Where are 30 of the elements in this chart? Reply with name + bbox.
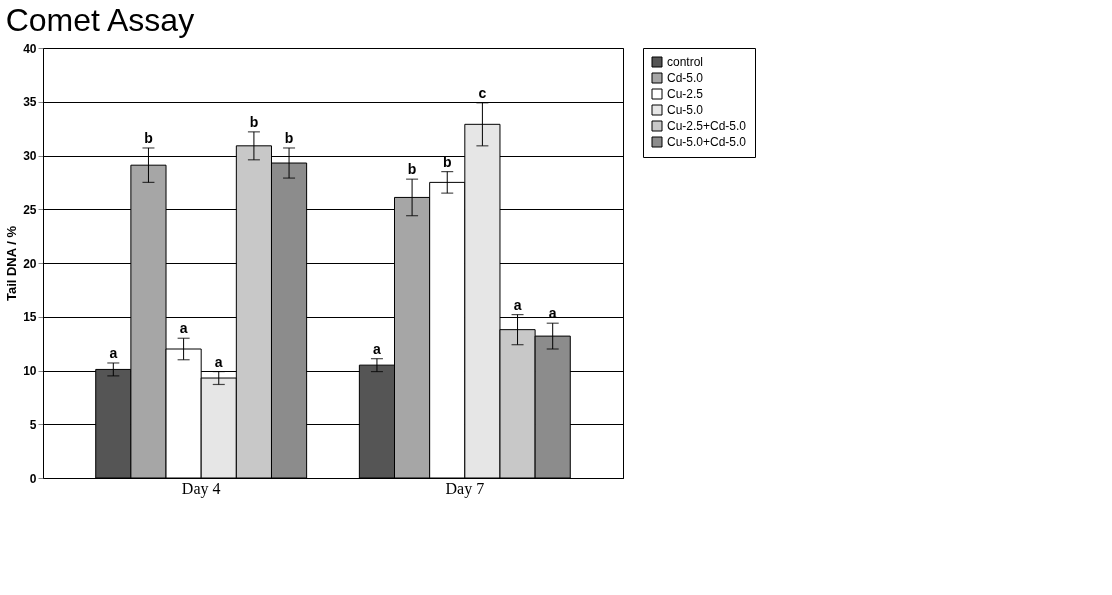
chart-title: Comet Assay xyxy=(5,2,195,38)
y-axis-title: Tail DNA / % xyxy=(4,225,20,302)
data-label: b xyxy=(442,153,452,170)
y-tick-label: 20 xyxy=(23,256,37,271)
y-tick-label: 5 xyxy=(29,417,37,432)
y-tick-label: 10 xyxy=(23,364,37,378)
data-label: a xyxy=(513,296,522,313)
legend-label: Cu-5.0+Cd-5.0 xyxy=(667,135,747,149)
legend-label: Cu-2.5 xyxy=(667,87,704,101)
data-label: a xyxy=(179,320,188,337)
data-label: b xyxy=(284,129,294,146)
y-tick-label: 30 xyxy=(23,149,37,163)
x-tick-label: Day 7 xyxy=(445,479,485,498)
data-label: b xyxy=(249,113,259,130)
data-label: a xyxy=(373,340,382,357)
data-label: a xyxy=(214,353,223,370)
legend-label: Cu-2.5+Cd-5.0 xyxy=(667,119,747,133)
y-tick-label: 25 xyxy=(23,202,37,217)
y-tick-label: 15 xyxy=(23,310,37,325)
data-label: b xyxy=(407,161,417,178)
y-tick-label: 40 xyxy=(23,41,37,56)
data-label: b xyxy=(144,129,153,146)
data-label: a xyxy=(109,344,118,361)
y-tick-label: 35 xyxy=(23,95,37,110)
y-tick-label: 0 xyxy=(29,471,37,486)
data-label: c xyxy=(478,84,487,101)
legend-label: Cu-5.0 xyxy=(667,103,704,117)
legend-label: control xyxy=(667,55,704,69)
x-tick-label: Day 4 xyxy=(181,479,221,498)
legend-label: Cd-5.0 xyxy=(667,71,704,85)
